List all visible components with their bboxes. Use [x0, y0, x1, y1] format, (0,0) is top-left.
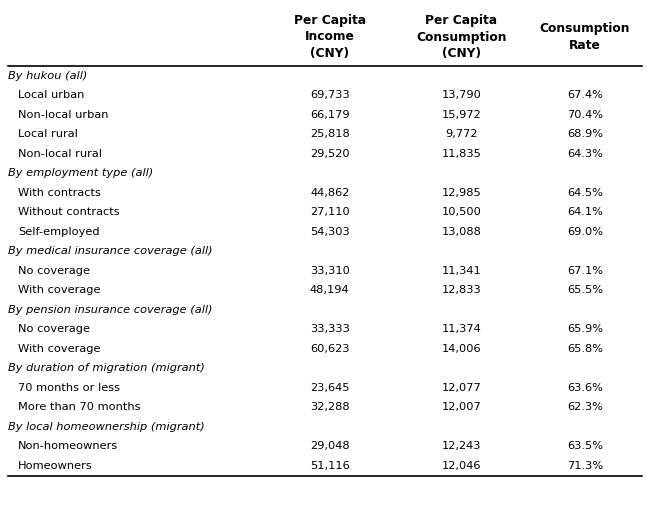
Text: 64.5%: 64.5% — [567, 188, 603, 198]
Text: 12,833: 12,833 — [441, 285, 481, 295]
Text: 13,088: 13,088 — [441, 227, 481, 237]
Text: 65.5%: 65.5% — [567, 285, 603, 295]
Text: 12,077: 12,077 — [441, 383, 481, 393]
Text: Local urban: Local urban — [18, 90, 85, 100]
Text: Without contracts: Without contracts — [18, 207, 120, 217]
Text: 68.9%: 68.9% — [567, 129, 603, 139]
Text: 70.4%: 70.4% — [567, 110, 603, 120]
Text: Non-local rural: Non-local rural — [18, 149, 102, 159]
Text: By employment type (all): By employment type (all) — [8, 168, 153, 178]
Text: 27,110: 27,110 — [310, 207, 350, 217]
Text: 67.1%: 67.1% — [567, 266, 603, 276]
Text: 66,179: 66,179 — [310, 110, 350, 120]
Text: By duration of migration (migrant): By duration of migration (migrant) — [8, 363, 205, 373]
Text: 14,006: 14,006 — [441, 344, 481, 354]
Text: 62.3%: 62.3% — [567, 402, 603, 412]
Text: 71.3%: 71.3% — [567, 461, 603, 471]
Text: Per Capita
Consumption
(CNY): Per Capita Consumption (CNY) — [416, 14, 506, 60]
Text: No coverage: No coverage — [18, 324, 90, 334]
Text: Non-local urban: Non-local urban — [18, 110, 109, 120]
Text: 13,790: 13,790 — [441, 90, 481, 100]
Text: 63.5%: 63.5% — [567, 441, 603, 451]
Text: 44,862: 44,862 — [310, 188, 350, 198]
Text: 23,645: 23,645 — [310, 383, 350, 393]
Text: 33,310: 33,310 — [310, 266, 350, 276]
Text: 12,985: 12,985 — [441, 188, 481, 198]
Text: With contracts: With contracts — [18, 188, 101, 198]
Text: Consumption
Rate: Consumption Rate — [540, 22, 630, 52]
Text: 51,116: 51,116 — [310, 461, 350, 471]
Text: 12,243: 12,243 — [441, 441, 481, 451]
Text: Local rural: Local rural — [18, 129, 78, 139]
Text: 12,007: 12,007 — [441, 402, 481, 412]
Text: With coverage: With coverage — [18, 344, 101, 354]
Text: 64.1%: 64.1% — [567, 207, 603, 217]
Text: Self-employed: Self-employed — [18, 227, 99, 237]
Text: 65.8%: 65.8% — [567, 344, 603, 354]
Text: 67.4%: 67.4% — [567, 90, 603, 100]
Text: 69,733: 69,733 — [310, 90, 350, 100]
Text: 48,194: 48,194 — [310, 285, 350, 295]
Text: By local homeownership (migrant): By local homeownership (migrant) — [8, 422, 205, 432]
Text: No coverage: No coverage — [18, 266, 90, 276]
Text: 25,818: 25,818 — [310, 129, 350, 139]
Text: 60,623: 60,623 — [310, 344, 350, 354]
Text: Homeowners: Homeowners — [18, 461, 93, 471]
Text: 54,303: 54,303 — [310, 227, 350, 237]
Text: 32,288: 32,288 — [310, 402, 350, 412]
Text: 29,048: 29,048 — [310, 441, 350, 451]
Text: More than 70 months: More than 70 months — [18, 402, 140, 412]
Text: 11,835: 11,835 — [441, 149, 481, 159]
Text: 11,341: 11,341 — [441, 266, 481, 276]
Text: By medical insurance coverage (all): By medical insurance coverage (all) — [8, 246, 213, 256]
Text: With coverage: With coverage — [18, 285, 101, 295]
Text: 63.6%: 63.6% — [567, 383, 603, 393]
Text: 70 months or less: 70 months or less — [18, 383, 120, 393]
Text: 65.9%: 65.9% — [567, 324, 603, 334]
Text: 9,772: 9,772 — [445, 129, 478, 139]
Text: 64.3%: 64.3% — [567, 149, 603, 159]
Text: By hukou (all): By hukou (all) — [8, 71, 87, 81]
Text: Non-homeowners: Non-homeowners — [18, 441, 118, 451]
Text: 69.0%: 69.0% — [567, 227, 603, 237]
Text: 12,046: 12,046 — [441, 461, 481, 471]
Text: 29,520: 29,520 — [310, 149, 350, 159]
Text: 10,500: 10,500 — [441, 207, 481, 217]
Text: 33,333: 33,333 — [310, 324, 350, 334]
Text: By pension insurance coverage (all): By pension insurance coverage (all) — [8, 305, 213, 315]
Text: 15,972: 15,972 — [441, 110, 481, 120]
Text: 11,374: 11,374 — [441, 324, 481, 334]
Text: Per Capita
Income
(CNY): Per Capita Income (CNY) — [294, 14, 366, 60]
